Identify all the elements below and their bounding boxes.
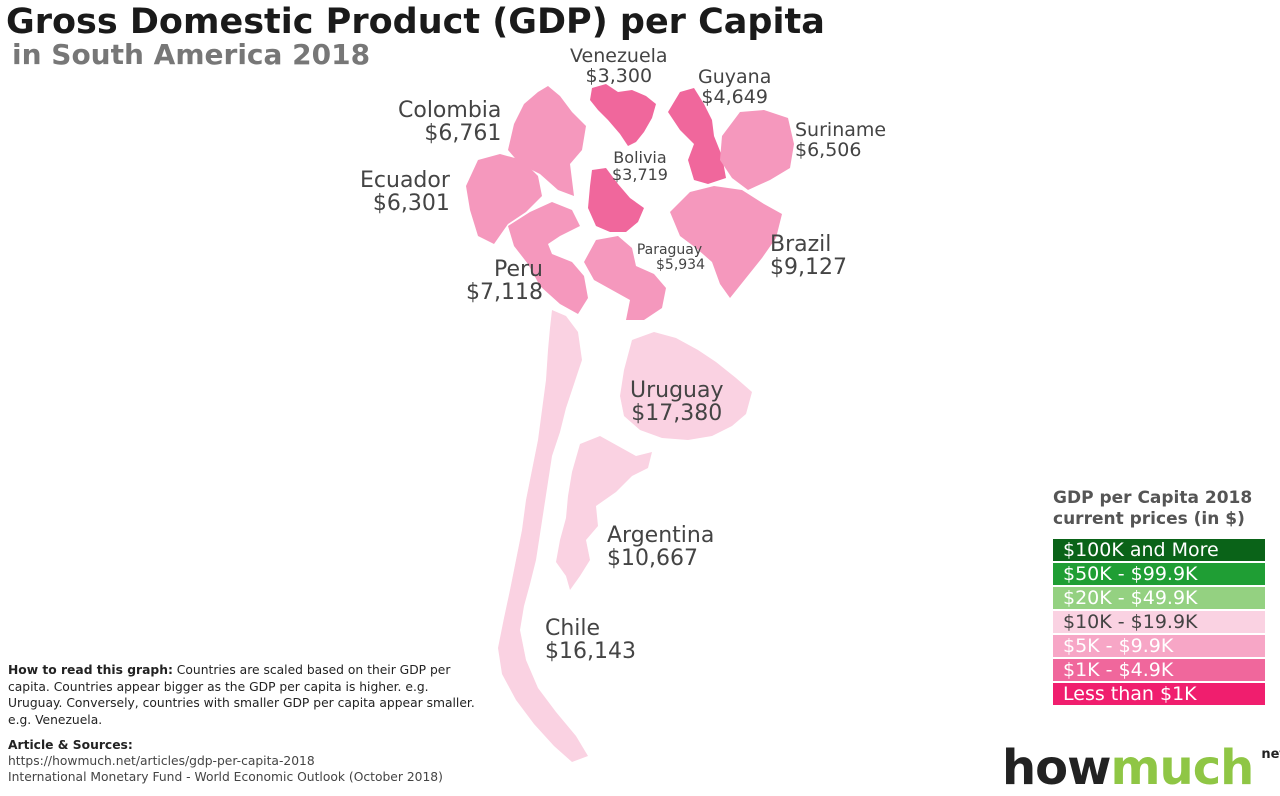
legend-item: $50K - $99.9K — [1053, 562, 1265, 585]
legend: GDP per Capita 2018 current prices (in $… — [1053, 488, 1265, 707]
country-shape-brazil — [670, 186, 782, 298]
page-subtitle: in South America 2018 — [12, 38, 371, 71]
country-value: $10,667 — [607, 546, 698, 572]
country-name: Suriname — [795, 119, 887, 141]
country-value: $5,934 — [656, 256, 705, 273]
country-shape-paraguay — [584, 236, 666, 320]
country-shape-suriname — [720, 110, 794, 190]
country-value: $9,127 — [770, 255, 847, 281]
how-to-read-text: Countries are scaled based on their GDP … — [8, 663, 475, 727]
sources-reference: International Monetary Fund - World Econ… — [8, 770, 443, 784]
legend-item: $5K - $9.9K — [1053, 634, 1265, 657]
how-to-read-heading: How to read this graph: — [8, 663, 173, 677]
country-value: $16,143 — [545, 639, 636, 665]
country-shape-ecuador — [466, 154, 542, 244]
legend-item: $20K - $49.9K — [1053, 586, 1265, 609]
country-shape-bolivia — [588, 168, 644, 232]
country-value: $3,719 — [612, 164, 668, 184]
howmuch-logo: howmuchnet — [1002, 740, 1280, 796]
country-name: Ecuador — [360, 168, 450, 193]
logo-how: how — [1002, 740, 1111, 796]
label-bolivia: Bolivia $3,719 — [612, 148, 668, 184]
label-argentina: Argentina $10,667 — [607, 524, 714, 570]
country-shape-argentina — [556, 436, 652, 590]
country-value: $7,118 — [466, 280, 543, 306]
country-value: $6,506 — [795, 138, 862, 161]
page-title: Gross Domestic Product (GDP) per Capita — [6, 2, 825, 42]
sources-url-link[interactable]: https://howmuch.net/articles/gdp-per-cap… — [8, 754, 315, 768]
country-shape-chile — [498, 310, 588, 762]
country-value: $3,300 — [585, 64, 653, 87]
label-guyana: Guyana $4,649 — [698, 66, 772, 108]
country-name: Brazil — [770, 232, 832, 257]
label-chile: Chile $16,143 — [545, 617, 636, 663]
label-brazil: Brazil $9,127 — [770, 233, 847, 279]
logo-net: net — [1261, 747, 1280, 762]
country-name: Venezuela — [570, 45, 668, 67]
country-name: Paraguay — [636, 242, 703, 258]
label-paraguay: Paraguay $5,934 — [634, 243, 705, 272]
sources: Article & Sources: https://howmuch.net/a… — [8, 737, 488, 785]
legend-item: Less than $1K — [1053, 682, 1265, 705]
country-name: Bolivia — [613, 148, 667, 167]
country-name: Argentina — [607, 523, 715, 548]
sources-heading: Article & Sources: — [8, 738, 133, 752]
country-value: $6,301 — [372, 191, 450, 217]
label-ecuador: Ecuador $6,301 — [360, 169, 450, 215]
how-to-read-note: How to read this graph: Countries are sc… — [8, 662, 478, 728]
legend-title-line-2: current prices (in $) — [1053, 509, 1245, 530]
country-shape-colombia — [508, 86, 586, 196]
country-name: Uruguay — [630, 378, 724, 403]
country-shape-uruguay — [620, 332, 752, 440]
legend-item: $100K and More — [1053, 538, 1265, 561]
country-shape-venezuela — [590, 84, 656, 146]
country-name: Colombia — [398, 98, 502, 123]
legend-title-line-1: GDP per Capita 2018 — [1053, 488, 1253, 508]
label-venezuela: Venezuela $3,300 — [570, 45, 668, 87]
label-uruguay: Uruguay $17,380 — [630, 379, 724, 425]
label-suriname: Suriname $6,506 — [795, 119, 887, 161]
legend-item: $10K - $19.9K — [1053, 610, 1265, 633]
country-value: $17,380 — [631, 401, 723, 427]
logo-much: much — [1110, 740, 1255, 796]
country-name: Peru — [493, 257, 543, 282]
label-colombia: Colombia $6,761 — [398, 99, 501, 145]
legend-title: GDP per Capita 2018 current prices (in $… — [1053, 488, 1265, 531]
country-shape-guyana — [668, 88, 726, 184]
country-shape-peru — [508, 202, 588, 314]
country-value: $6,761 — [424, 121, 502, 147]
country-value: $4,649 — [701, 85, 768, 108]
country-name: Guyana — [698, 66, 772, 88]
country-name: Chile — [545, 616, 601, 641]
label-peru: Peru $7,118 — [466, 258, 543, 304]
legend-item: $1K - $4.9K — [1053, 658, 1265, 681]
